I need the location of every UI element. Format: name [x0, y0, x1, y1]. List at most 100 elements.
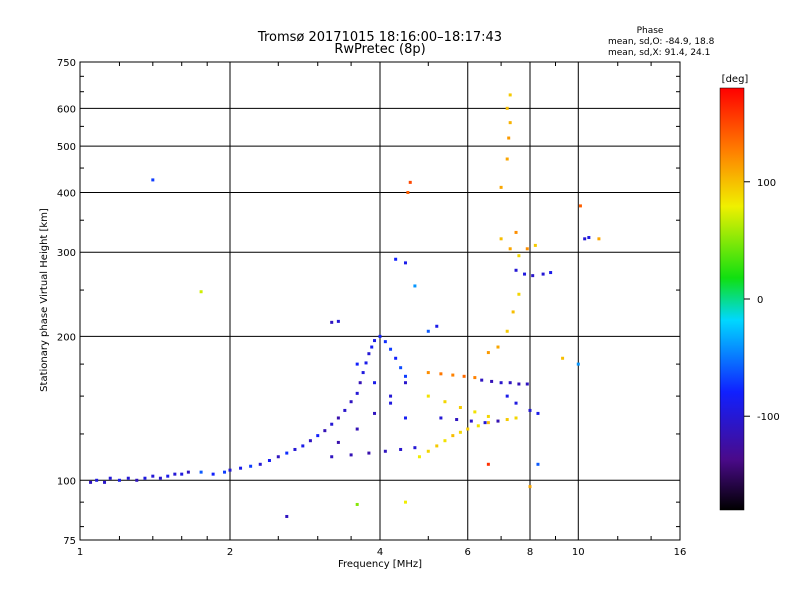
- data-point: [476, 424, 480, 428]
- data-point: [505, 329, 509, 333]
- data-point: [403, 261, 407, 265]
- data-point: [505, 157, 509, 161]
- data-point: [223, 470, 227, 474]
- x-tick-label: 2: [227, 547, 233, 558]
- x-tick-label: 16: [674, 547, 687, 558]
- data-point: [426, 329, 430, 333]
- y-tick-label: 600: [57, 104, 76, 115]
- y-tick-label: 750: [57, 58, 76, 69]
- phase-stats-x: mean, sd,X: 91.4, 24.1: [608, 48, 710, 58]
- data-point: [507, 136, 511, 140]
- data-point: [508, 247, 512, 251]
- data-point: [367, 451, 371, 455]
- data-point: [517, 254, 521, 258]
- data-point: [276, 455, 280, 459]
- data-point: [394, 356, 398, 360]
- data-point: [151, 178, 155, 182]
- data-point: [480, 378, 484, 382]
- data-point: [505, 418, 509, 422]
- data-point: [435, 444, 439, 448]
- x-tick-label: 4: [377, 547, 383, 558]
- x-tick-label: 1: [77, 547, 83, 558]
- data-point: [462, 374, 466, 378]
- data-point: [285, 451, 289, 455]
- data-point: [355, 427, 359, 431]
- data-point: [528, 408, 532, 412]
- data-point: [343, 408, 347, 412]
- data-point: [267, 458, 271, 462]
- data-point: [151, 474, 155, 478]
- data-point: [451, 434, 455, 438]
- data-point: [406, 190, 410, 194]
- data-point: [536, 462, 540, 466]
- data-point: [239, 466, 243, 470]
- data-point: [443, 439, 447, 443]
- data-point: [473, 410, 477, 414]
- data-point: [336, 416, 340, 420]
- data-point: [514, 401, 518, 405]
- data-point: [403, 500, 407, 504]
- y-tick-label: 500: [57, 142, 76, 153]
- colorbar-tick-label: 0: [757, 295, 763, 306]
- data-point: [533, 243, 537, 247]
- data-point: [541, 272, 545, 276]
- data-point: [486, 421, 490, 425]
- data-point: [508, 93, 512, 97]
- data-point: [403, 374, 407, 378]
- data-point: [403, 381, 407, 385]
- data-point: [228, 468, 232, 472]
- colorbar: [719, 87, 745, 511]
- data-point: [496, 419, 500, 423]
- data-point: [455, 418, 459, 422]
- data-point: [490, 379, 494, 383]
- data-point: [499, 237, 503, 241]
- data-point: [597, 237, 601, 241]
- data-point: [531, 274, 535, 278]
- data-point: [364, 361, 368, 365]
- data-point: [458, 430, 462, 434]
- data-point: [249, 464, 253, 468]
- data-point: [323, 429, 327, 433]
- data-point: [355, 362, 359, 366]
- data-point: [285, 514, 289, 518]
- data-point: [523, 272, 527, 276]
- data-point: [486, 462, 490, 466]
- data-point: [349, 400, 353, 404]
- data-point: [330, 455, 334, 459]
- data-point: [399, 366, 403, 370]
- data-point: [199, 290, 203, 294]
- data-point: [308, 439, 312, 443]
- data-point: [117, 478, 121, 482]
- x-tick-label: 8: [527, 547, 533, 558]
- colorbar-label: [deg]: [722, 74, 749, 85]
- data-point: [126, 476, 130, 480]
- data-point: [349, 453, 353, 457]
- data-point: [443, 400, 447, 404]
- data-point: [293, 447, 297, 451]
- data-point: [587, 236, 591, 240]
- data-point: [505, 394, 509, 398]
- data-point: [528, 485, 532, 489]
- phase-stats-heading: Phase: [637, 26, 664, 36]
- data-point: [211, 472, 215, 476]
- data-point: [394, 257, 398, 261]
- colorbar-ticks: 100 0 -100: [744, 178, 780, 423]
- data-point: [166, 474, 170, 478]
- data-point: [511, 310, 515, 314]
- data-point: [301, 444, 305, 448]
- data-point: [525, 247, 529, 251]
- data-point: [378, 334, 382, 338]
- data-point: [536, 411, 540, 415]
- data-point: [383, 340, 387, 344]
- x-tick-labels: 1 2 4 6 8 10 16: [77, 547, 687, 558]
- x-tick-label: 6: [465, 547, 471, 558]
- data-point: [143, 476, 147, 480]
- data-point: [499, 381, 503, 385]
- data-point: [508, 381, 512, 385]
- data-points: [89, 93, 601, 518]
- data-point: [505, 106, 509, 110]
- data-point: [439, 372, 443, 376]
- data-point: [258, 462, 262, 466]
- chart-title: Tromsø 20171015 18:16:00–18:17:43: [257, 30, 502, 45]
